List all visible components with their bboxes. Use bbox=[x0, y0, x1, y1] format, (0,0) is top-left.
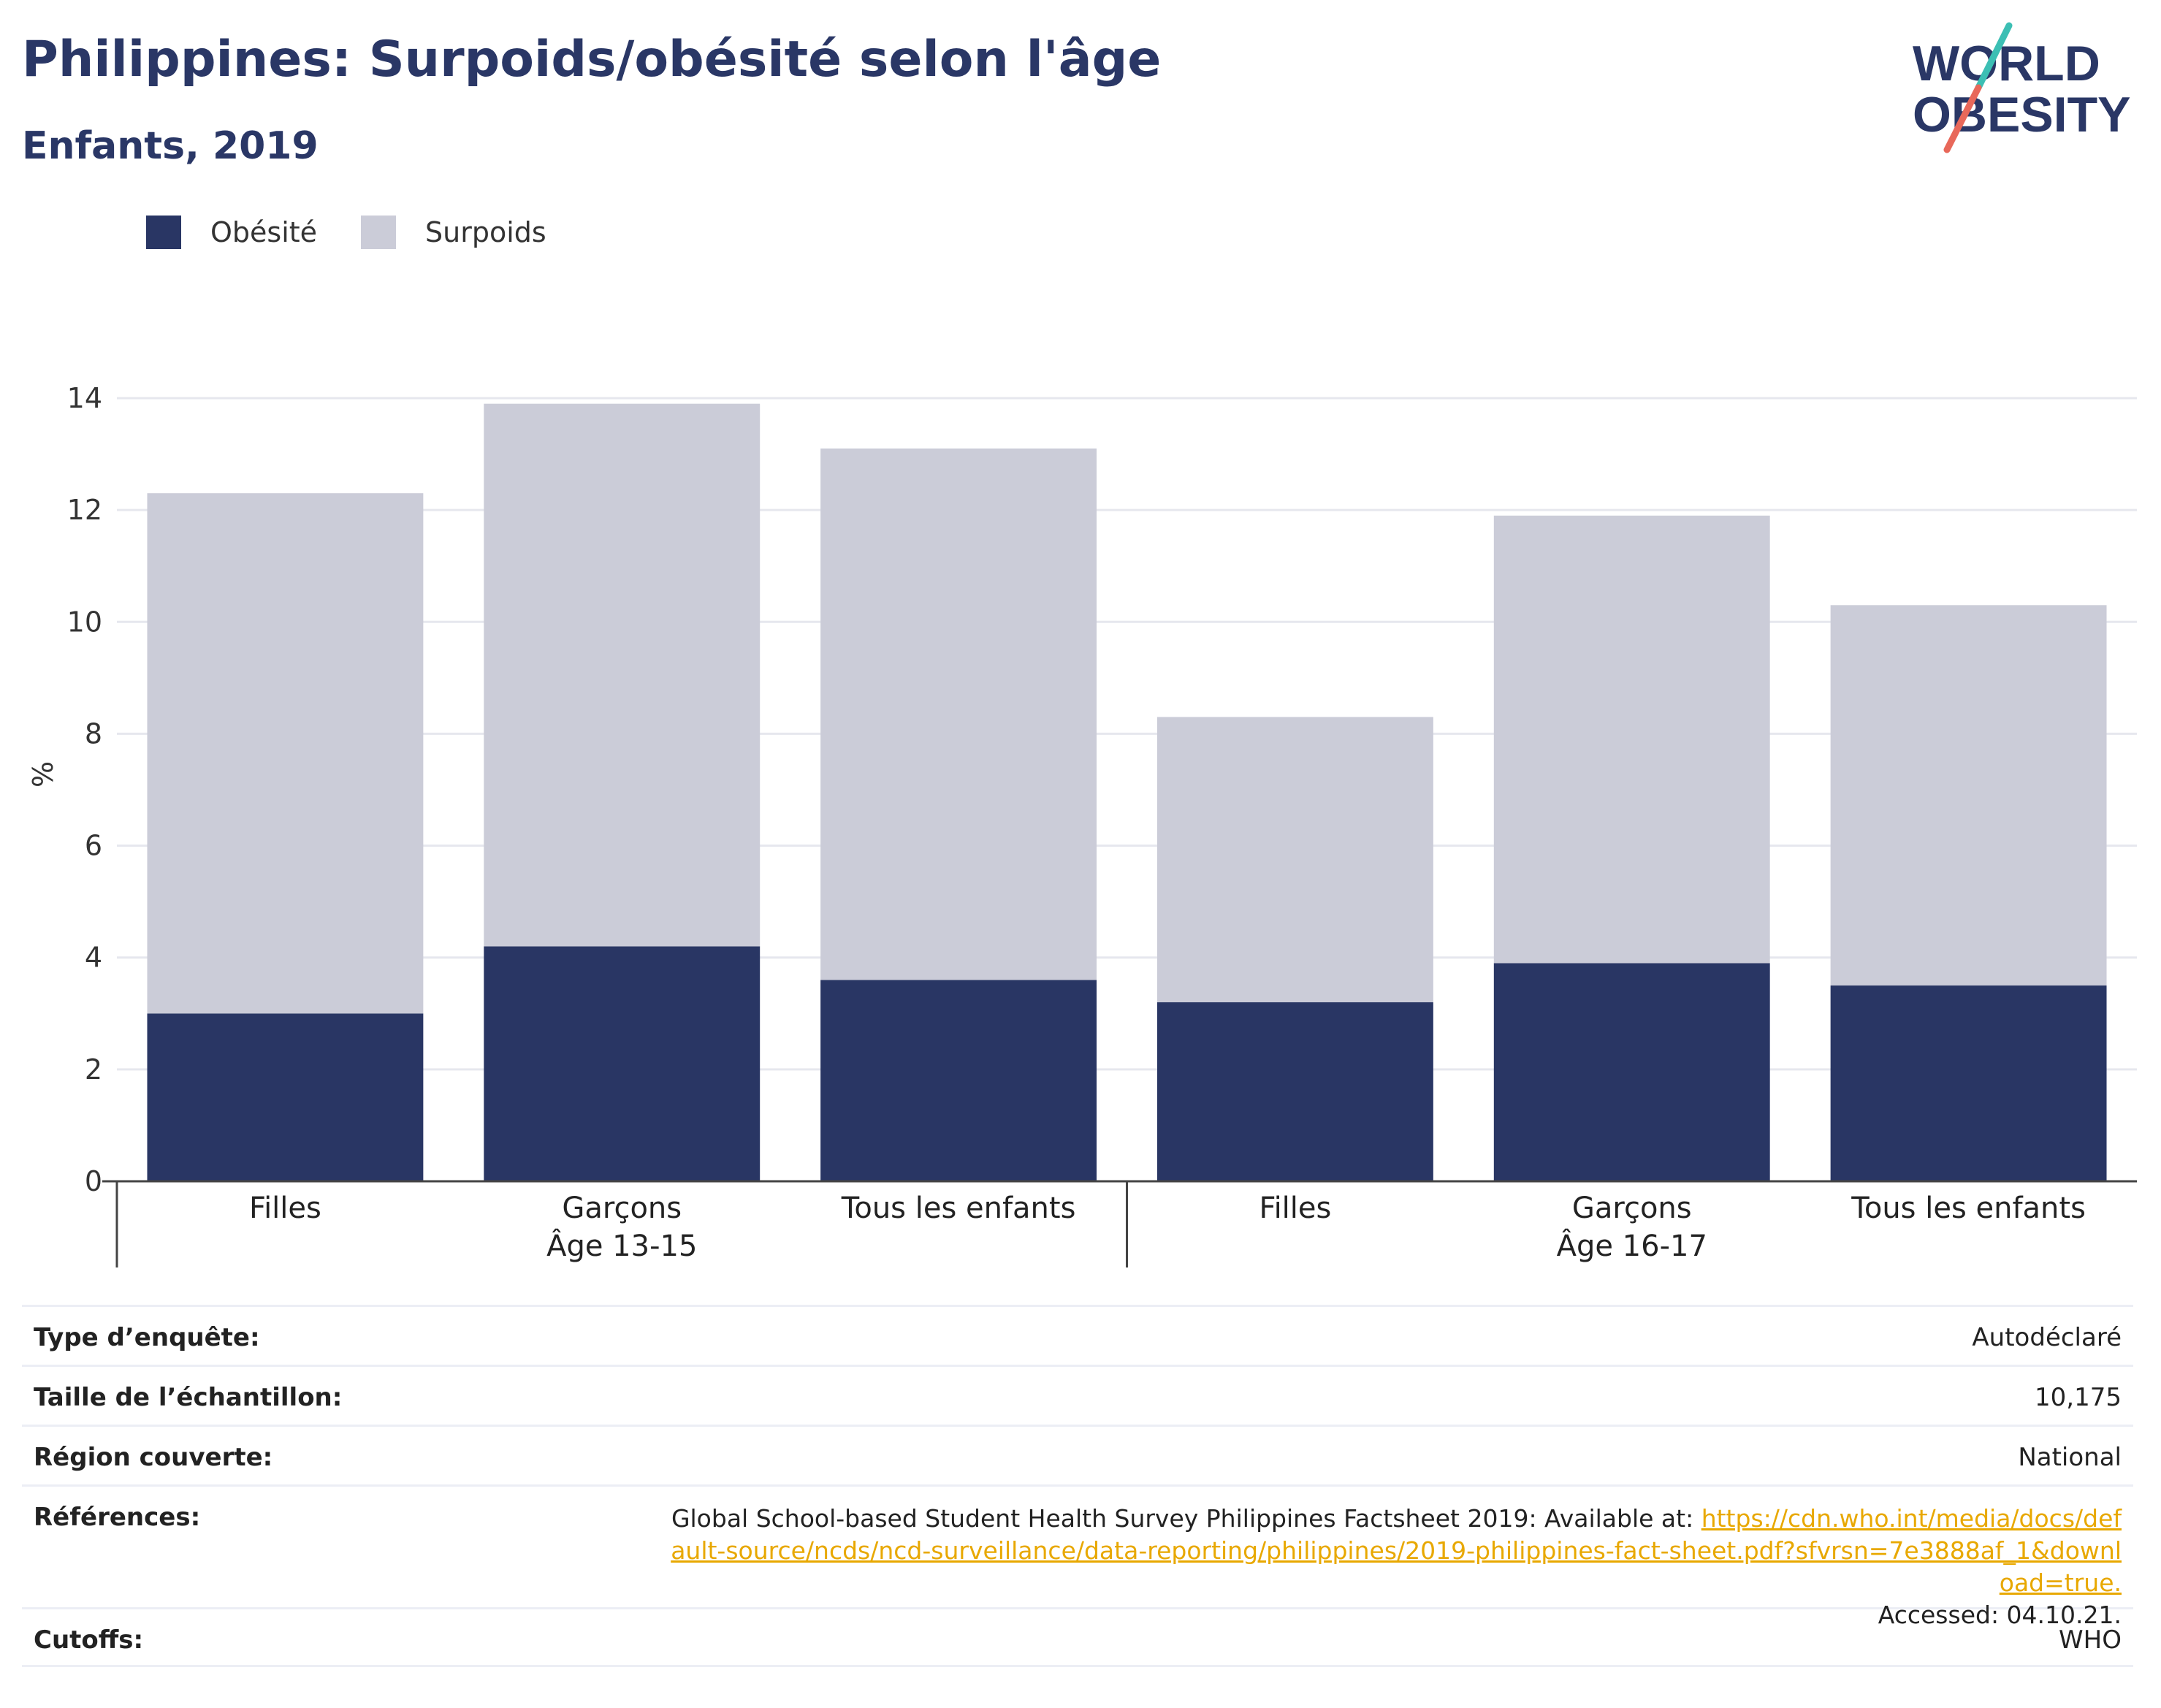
legend: Obésité Surpoids bbox=[146, 216, 590, 249]
logo-slash-teal bbox=[1975, 22, 2013, 91]
x-category-label: Filles bbox=[249, 1192, 321, 1225]
bar-obesity-2[interactable] bbox=[820, 980, 1097, 1181]
info-table: Type d’enquête: Autodéclaré Taille de l’… bbox=[22, 1305, 2133, 1667]
info-row-region: Région couverte: National bbox=[22, 1425, 2133, 1484]
page-subtitle: Enfants, 2019 bbox=[22, 124, 319, 168]
info-label: Cutoffs: bbox=[34, 1625, 144, 1655]
x-category-label: Garçons bbox=[1572, 1192, 1692, 1225]
bar-obesity-1[interactable] bbox=[484, 946, 761, 1181]
world-obesity-logo: WORLD OBESITY bbox=[1913, 22, 2131, 153]
info-row-references: Références: Global School-based Student … bbox=[22, 1484, 2133, 1629]
x-category-label: Garçons bbox=[562, 1192, 682, 1225]
bar-obesity-0[interactable] bbox=[147, 1013, 424, 1181]
legend-swatch-obesity bbox=[146, 216, 181, 249]
y-tick-label: 14 bbox=[67, 382, 102, 414]
legend-item-obesity[interactable]: Obésité bbox=[146, 216, 317, 249]
reference-accessed: Accessed: 04.10.21. bbox=[1878, 1601, 2122, 1629]
bar-overweight-0[interactable] bbox=[147, 493, 424, 1014]
y-tick-label: 4 bbox=[85, 942, 102, 974]
info-label: Taille de l’échantillon: bbox=[34, 1383, 343, 1412]
x-category-labels: Filles Garçons Tous les enfants Âge 13-15 Fi… bbox=[249, 1192, 2086, 1263]
stacked-bar-chart: 0 2 4 6 8 10 12 14 Filles Garçons Tous les enfant… bbox=[27, 382, 2137, 1267]
info-value: 10,175 bbox=[2035, 1383, 2122, 1412]
x-category-label: Tous les enfants bbox=[841, 1192, 1076, 1225]
legend-label-overweight: Surpoids bbox=[425, 216, 546, 248]
bar-overweight-1[interactable] bbox=[484, 403, 761, 947]
y-tick-labels: 0 2 4 6 8 10 12 14 bbox=[67, 382, 102, 1197]
y-tick-label: 8 bbox=[85, 717, 102, 750]
info-value: Autodéclaré bbox=[1972, 1323, 2122, 1352]
bar-overweight-3[interactable] bbox=[1156, 717, 1433, 1002]
info-value: National bbox=[2018, 1443, 2122, 1472]
legend-swatch-overweight bbox=[361, 216, 397, 249]
reference-link[interactable]: https://cdn.who.int/media/docs/default-s… bbox=[671, 1504, 2122, 1597]
bar-overweight-5[interactable] bbox=[1830, 605, 2107, 985]
info-label: Région couverte: bbox=[34, 1443, 273, 1472]
y-axis-label: % bbox=[27, 761, 59, 788]
page-title: Philippines: Surpoids/obésité selon l'âg… bbox=[22, 31, 1162, 88]
y-tick-label: 0 bbox=[85, 1165, 102, 1197]
x-category-label: Filles bbox=[1259, 1192, 1331, 1225]
y-tick-label: 2 bbox=[85, 1053, 102, 1086]
legend-item-overweight[interactable]: Surpoids bbox=[361, 216, 546, 249]
info-row-survey-type: Type d’enquête: Autodéclaré bbox=[22, 1305, 2133, 1365]
x-group-label: Âge 16-17 bbox=[1557, 1228, 1707, 1263]
bar-overweight-2[interactable] bbox=[820, 448, 1097, 980]
info-row-sample-size: Taille de l’échantillon: 10,175 bbox=[22, 1365, 2133, 1425]
info-label: Type d’enquête: bbox=[34, 1323, 260, 1352]
logo-line2: OBESITY bbox=[1913, 87, 2131, 142]
y-tick-label: 6 bbox=[85, 830, 102, 862]
bar-obesity-3[interactable] bbox=[1156, 1002, 1433, 1181]
logo-slash-red bbox=[1943, 84, 1982, 153]
y-tick-label: 12 bbox=[67, 494, 102, 526]
bar-obesity-4[interactable] bbox=[1493, 963, 1770, 1181]
y-tick-label: 10 bbox=[67, 606, 102, 638]
x-group-label: Âge 13-15 bbox=[546, 1228, 697, 1263]
info-value: Global School-based Student Health Surve… bbox=[660, 1503, 2122, 1631]
bar-overweight-4[interactable] bbox=[1493, 515, 1770, 964]
logo-line1: WORLD bbox=[1913, 36, 2100, 91]
info-label: Références: bbox=[34, 1503, 201, 1532]
bar-obesity-5[interactable] bbox=[1830, 985, 2107, 1181]
x-axis bbox=[102, 1180, 2137, 1267]
info-row-cutoffs: Cutoffs: WHO bbox=[22, 1607, 2133, 1667]
reference-text: Global School-based Student Health Surve… bbox=[671, 1504, 1694, 1533]
bars bbox=[147, 403, 2107, 1181]
x-category-label: Tous les enfants bbox=[1851, 1192, 2086, 1225]
legend-label-obesity: Obésité bbox=[210, 216, 318, 248]
info-value: WHO bbox=[2059, 1625, 2122, 1655]
